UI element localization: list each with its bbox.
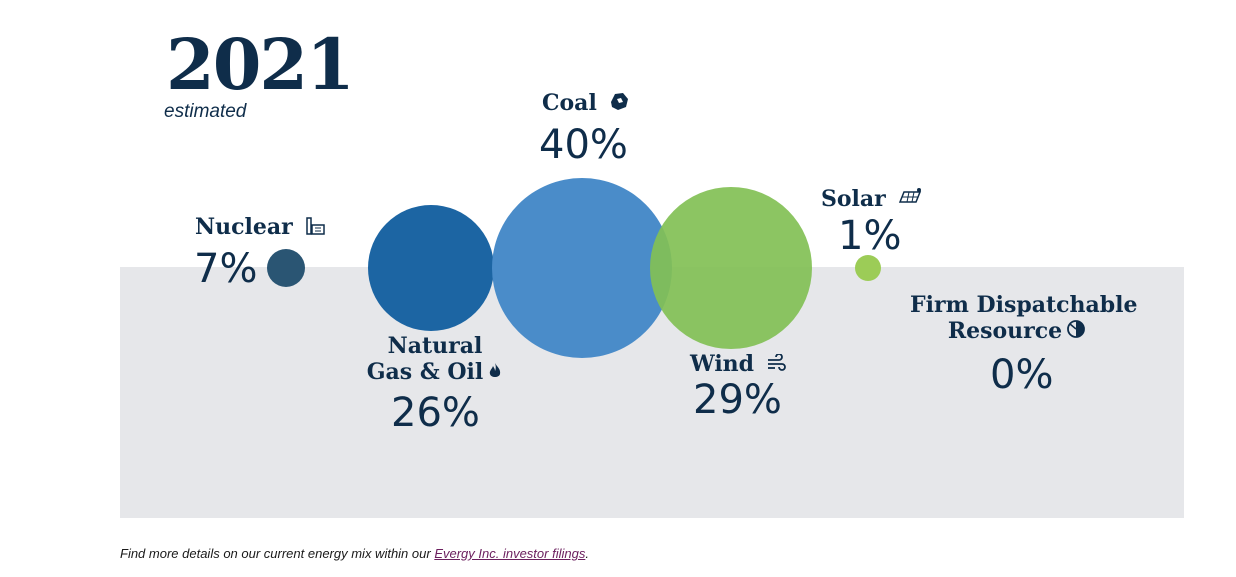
bubble-nuclear [267,249,305,287]
gas-oil-percent: 26% [391,390,480,436]
nuclear-plant-icon [304,214,326,242]
firm-dispatchable-label: Firm Dispatchable Resource [910,292,1138,345]
wind-label: Wind [690,351,786,378]
bubble-solar [855,255,881,281]
gas-oil-label-line1: Natural [387,333,483,359]
firm-dispatchable-percent: 0% [990,352,1054,398]
year-heading: 2021 [166,23,355,106]
bubble-wind [650,187,812,349]
wind-label-text: Wind [690,351,755,377]
solar-label: Solar [821,186,923,213]
coal-icon [608,90,630,118]
bubble-natural-gas-oil [368,205,494,331]
firm-dispatchable-label-line2: Resource [947,318,1063,344]
solar-panel-icon [897,187,923,213]
solar-percent: 1% [838,213,902,259]
nuclear-label: Nuclear [195,214,326,242]
wind-percent: 29% [693,377,782,423]
footnote-end: . [585,546,589,561]
coal-label: Coal [542,90,630,118]
flame-icon [487,360,503,386]
investor-filings-link[interactable]: Evergy Inc. investor filings [434,546,586,561]
solar-label-text: Solar [821,186,886,212]
footnote: Find more details on our current energy … [120,546,589,561]
pie-icon [1066,319,1086,345]
nuclear-label-text: Nuclear [195,214,293,240]
footnote-text: Find more details on our current energy … [120,546,435,561]
bubble-coal [492,178,672,358]
gas-oil-label-line2: Gas & Oil [366,359,484,385]
coal-label-text: Coal [542,90,597,116]
firm-dispatchable-label-line1: Firm Dispatchable [910,292,1138,318]
nuclear-percent: 7% [194,246,258,292]
coal-percent: 40% [539,122,628,168]
wind-icon [766,352,786,378]
gas-oil-label: Natural Gas & Oil [360,333,510,386]
year-subtitle: estimated [164,101,247,122]
